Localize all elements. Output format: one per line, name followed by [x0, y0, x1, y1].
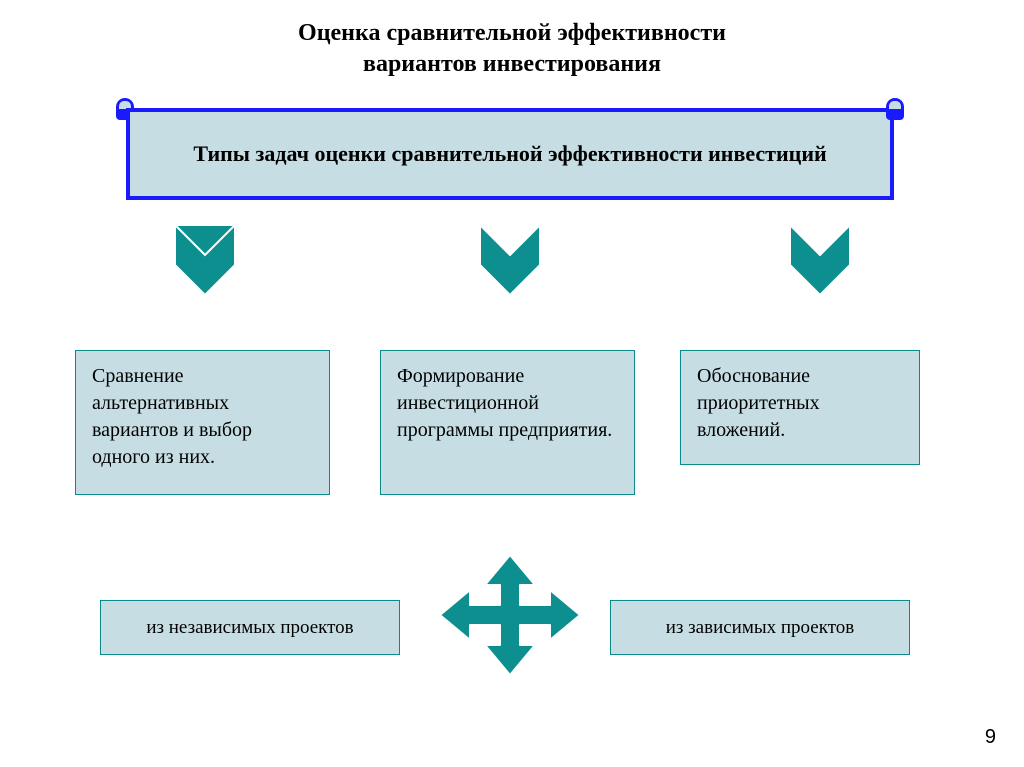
- chevron-arrow-3: [790, 225, 850, 300]
- chevron-arrow-2: [480, 225, 540, 300]
- page-title: Оценка сравнительной эффективности вариа…: [0, 0, 1024, 80]
- scroll-cap-right: [886, 98, 904, 120]
- box-program: Формирование инвестиционной программы пр…: [380, 350, 635, 495]
- subbox-independent: из независимых проектов: [100, 600, 400, 655]
- banner-text: Типы задач оценки сравнительной эффектив…: [126, 108, 894, 200]
- title-line-1: Оценка сравнительной эффективности: [298, 20, 726, 46]
- multi-arrow-icon: [440, 555, 580, 675]
- page-number: 9: [985, 726, 996, 749]
- chevron-arrow-1: [175, 225, 235, 300]
- box-comparison: Сравнение альтернативных вариантов и выб…: [75, 350, 330, 495]
- box-priority: Обоснование приоритетных вложений.: [680, 350, 920, 465]
- title-line-2: вариантов инвестирования: [363, 51, 661, 77]
- subbox-dependent: из зависимых проектов: [610, 600, 910, 655]
- banner-scroll: Типы задач оценки сравнительной эффектив…: [110, 108, 910, 208]
